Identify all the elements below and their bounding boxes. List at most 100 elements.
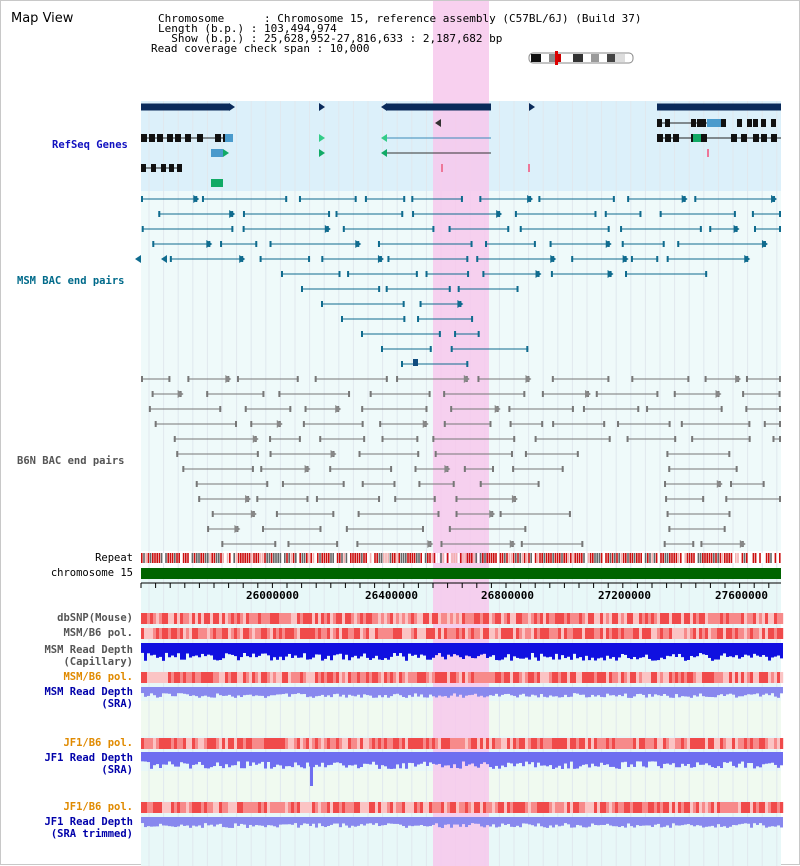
polymorphism-cell — [525, 738, 529, 749]
repeat-feature — [220, 553, 222, 563]
read-depth-bar — [699, 752, 702, 765]
read-depth-bar — [441, 752, 444, 768]
track-label-jf1-depth-sra[interactable]: JF1 Read Depth — [44, 752, 133, 764]
polymorphism-cell — [525, 672, 529, 683]
polymorphism-cell — [762, 628, 766, 639]
polymorphism-cell — [768, 802, 772, 813]
read-depth-bar — [261, 643, 264, 654]
track-label-msm-b6-pol[interactable]: MSM/B6 pol. — [63, 627, 133, 639]
track-label-msm-bac[interactable]: MSM BAC end pairs — [17, 275, 125, 287]
repeat-feature — [182, 553, 185, 563]
read-depth-bar — [483, 752, 486, 763]
polymorphism-cell — [231, 802, 235, 813]
bac-end — [524, 526, 527, 532]
polymorphism-cell — [369, 613, 373, 624]
polymorphism-cell — [645, 738, 649, 749]
polymorphism-cell — [291, 613, 295, 624]
read-depth-bar — [708, 643, 711, 658]
bac-end — [306, 496, 309, 502]
read-depth-bar — [264, 687, 267, 698]
repeat-feature — [521, 553, 524, 563]
bac-end — [637, 406, 640, 412]
repeat-feature — [143, 553, 145, 563]
repeat-feature — [253, 553, 255, 563]
track-label-chromosome[interactable]: chromosome 15 — [50, 567, 133, 579]
polymorphism-cell — [456, 613, 460, 624]
bac-end — [665, 496, 668, 502]
polymorphism-cell — [216, 672, 220, 683]
read-depth-bar — [207, 817, 210, 826]
read-depth-bar — [288, 643, 291, 654]
polymorphism-cell — [192, 738, 196, 749]
track-label-jf1-b6-pol[interactable]: JF1/B6 pol. — [63, 737, 133, 749]
polymorphism-cell — [597, 672, 601, 683]
polymorphism-cell — [321, 738, 325, 749]
read-depth-bar — [219, 687, 222, 696]
read-depth-bar — [450, 752, 453, 769]
bac-end — [152, 241, 155, 247]
bac-end — [250, 421, 253, 427]
polymorphism-cell — [480, 802, 484, 813]
read-depth-bar — [228, 752, 231, 768]
track-label-dbsnp[interactable]: dbSNP(Mouse) — [57, 612, 133, 624]
read-depth-bar — [741, 643, 744, 658]
read-depth-bar — [546, 817, 549, 828]
repeat-feature — [433, 553, 436, 563]
repeat-feature — [303, 553, 306, 563]
polymorphism-cell — [540, 613, 544, 624]
track-label-msm-depth-cap[interactable]: MSM Read Depth — [44, 644, 133, 656]
polymorphism-cell — [159, 802, 163, 813]
polymorphism-cell — [246, 802, 250, 813]
read-depth-bar — [261, 752, 264, 762]
polymorphism-cell — [330, 628, 334, 639]
repeat-feature — [290, 553, 293, 563]
read-depth-bar — [468, 643, 471, 657]
polymorphism-cell — [291, 738, 295, 749]
read-depth-bar — [666, 752, 669, 764]
track-label-repeat[interactable]: Repeat — [95, 552, 133, 564]
read-depth-bar — [357, 752, 360, 769]
gene-arrow-icon — [223, 149, 229, 157]
bac-end — [429, 346, 432, 352]
repeat-feature — [405, 553, 407, 563]
polymorphism-cell — [747, 802, 751, 813]
polymorphism-cell — [492, 738, 496, 749]
track-label-msm-b6-pol-2[interactable]: MSM/B6 pol. — [63, 671, 133, 683]
track-label-jf1-b6-pol-2[interactable]: JF1/B6 pol. — [63, 801, 133, 813]
polymorphism-cell — [342, 802, 346, 813]
bac-end — [387, 256, 390, 262]
polymorphism-cell — [549, 628, 553, 639]
polymorphism-cell — [537, 802, 541, 813]
read-depth-bar — [570, 817, 573, 828]
read-depth-bar — [777, 817, 780, 826]
polymorphism-cell — [735, 613, 739, 624]
polymorphism-cell — [564, 672, 568, 683]
track-label-refseq[interactable]: RefSeq Genes — [52, 139, 128, 151]
repeat-feature — [431, 553, 433, 563]
repeat-feature — [222, 553, 224, 563]
read-depth-bar — [243, 817, 246, 825]
read-depth-bar — [678, 687, 681, 698]
track-label-msm-depth-sra[interactable]: MSM Read Depth — [44, 686, 133, 698]
read-depth-bar — [510, 687, 513, 696]
track-label-jf1-depth-trim[interactable]: JF1 Read Depth — [44, 816, 133, 828]
polymorphism-cell — [396, 628, 400, 639]
track-label-b6n-bac[interactable]: B6N BAC end pairs — [17, 455, 125, 467]
polymorphism-cell — [720, 628, 724, 639]
polymorphism-cell — [180, 613, 184, 624]
polymorphism-cell — [510, 802, 514, 813]
read-depth-bar — [477, 643, 480, 657]
repeat-feature — [240, 553, 242, 563]
polymorphism-cell — [597, 738, 601, 749]
read-depth-bar — [579, 643, 582, 658]
polymorphism-cell — [219, 628, 223, 639]
read-depth-bar — [642, 643, 645, 658]
polymorphism-cell — [573, 628, 577, 639]
read-depth-bar — [159, 752, 162, 769]
read-depth-bar — [279, 752, 282, 766]
read-depth-bar — [663, 643, 666, 660]
polymorphism-cell — [201, 672, 205, 683]
read-depth-bar — [285, 643, 288, 657]
repeat-feature — [383, 553, 385, 563]
